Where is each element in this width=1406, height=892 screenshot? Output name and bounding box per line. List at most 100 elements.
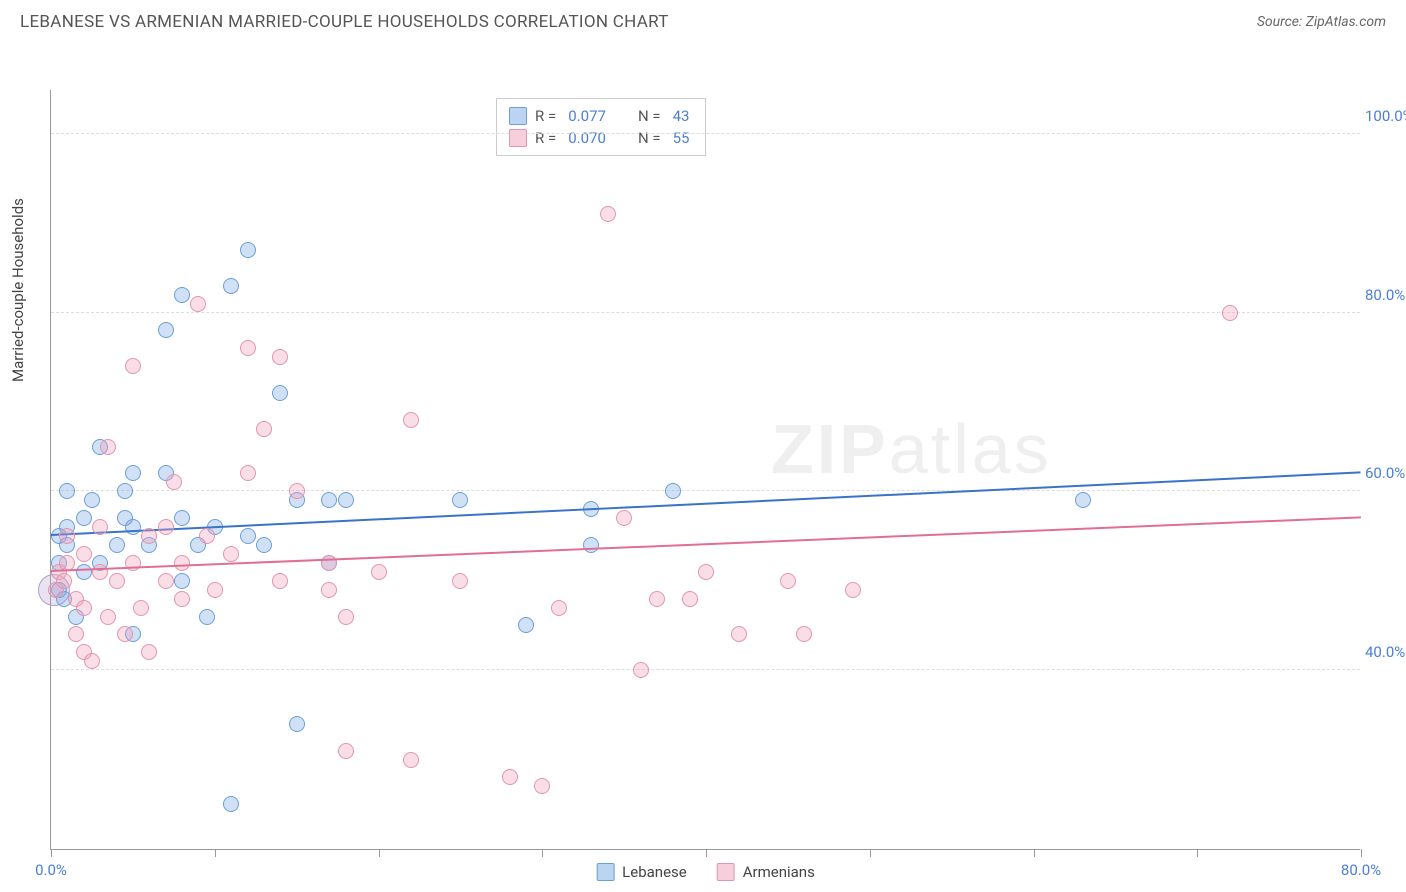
scatter-point	[289, 716, 305, 732]
scatter-point	[199, 528, 215, 544]
scatter-point	[845, 582, 861, 598]
scatter-point	[272, 573, 288, 589]
scatter-point	[502, 769, 518, 785]
scatter-point	[109, 537, 125, 553]
legend-item: Armenians	[717, 863, 815, 881]
scatter-point	[100, 439, 116, 455]
scatter-point	[166, 474, 182, 490]
chart-container: Married-couple Households ZIPatlas R = 0…	[0, 40, 1406, 890]
scatter-point	[338, 492, 354, 508]
scatter-point	[698, 564, 714, 580]
scatter-point	[100, 609, 116, 625]
legend-series: Lebanese Armenians	[596, 863, 815, 881]
scatter-point	[272, 349, 288, 365]
scatter-point	[321, 492, 337, 508]
chart-source: Source: ZipAtlas.com	[1257, 14, 1386, 30]
scatter-point	[68, 626, 84, 642]
legend-item: Lebanese	[596, 863, 687, 881]
scatter-point	[338, 609, 354, 625]
scatter-point	[682, 591, 698, 607]
scatter-point	[223, 546, 239, 562]
scatter-point	[92, 564, 108, 580]
scatter-point	[665, 483, 681, 499]
x-tick	[51, 849, 52, 857]
scatter-point	[125, 465, 141, 481]
scatter-point	[600, 206, 616, 222]
scatter-point	[125, 358, 141, 374]
scatter-point	[1075, 492, 1091, 508]
scatter-point	[174, 591, 190, 607]
scatter-point	[207, 582, 223, 598]
scatter-point	[240, 242, 256, 258]
scatter-point	[199, 609, 215, 625]
legend-swatch	[717, 863, 735, 881]
watermark: ZIPatlas	[771, 409, 1052, 489]
scatter-point	[240, 340, 256, 356]
gridline	[51, 133, 1360, 134]
x-tick	[542, 849, 543, 857]
scatter-point	[240, 465, 256, 481]
scatter-point	[174, 555, 190, 571]
scatter-point	[117, 626, 133, 642]
scatter-point	[174, 287, 190, 303]
scatter-point	[109, 573, 125, 589]
scatter-point	[76, 600, 92, 616]
scatter-point	[158, 322, 174, 338]
gridline	[51, 669, 1360, 670]
gridline	[51, 312, 1360, 313]
scatter-point	[534, 778, 550, 794]
chart-title: LEBANESE VS ARMENIAN MARRIED-COUPLE HOUS…	[20, 12, 669, 32]
scatter-point	[731, 626, 747, 642]
y-tick-label: 100.0%	[1365, 107, 1406, 125]
scatter-point	[256, 537, 272, 553]
scatter-point	[190, 296, 206, 312]
scatter-point	[649, 591, 665, 607]
scatter-point	[117, 483, 133, 499]
scatter-point	[321, 555, 337, 571]
scatter-point	[141, 528, 157, 544]
scatter-point	[223, 796, 239, 812]
scatter-point	[158, 573, 174, 589]
x-tick	[215, 849, 216, 857]
scatter-point	[403, 412, 419, 428]
scatter-point	[616, 510, 632, 526]
x-tick	[706, 849, 707, 857]
chart-header: LEBANESE VS ARMENIAN MARRIED-COUPLE HOUS…	[0, 0, 1406, 40]
scatter-point	[583, 537, 599, 553]
x-tick	[1034, 849, 1035, 857]
scatter-point	[780, 573, 796, 589]
legend-correlation-box: R = 0.077N = 43R = 0.070N = 55	[496, 98, 706, 156]
scatter-point	[256, 421, 272, 437]
scatter-point	[92, 519, 108, 535]
y-tick-label: 80.0%	[1365, 286, 1406, 304]
scatter-point	[125, 519, 141, 535]
x-tick-label: 0.0%	[35, 861, 67, 879]
scatter-point	[289, 483, 305, 499]
scatter-point	[240, 528, 256, 544]
scatter-point	[76, 564, 92, 580]
scatter-point	[321, 582, 337, 598]
legend-row: R = 0.077N = 43	[509, 105, 693, 127]
x-tick	[1361, 849, 1362, 857]
scatter-point	[1222, 305, 1238, 321]
scatter-point	[76, 510, 92, 526]
scatter-point	[371, 564, 387, 580]
x-tick	[379, 849, 380, 857]
scatter-point	[141, 644, 157, 660]
scatter-point	[133, 600, 149, 616]
gridline	[51, 490, 1360, 491]
scatter-point	[59, 483, 75, 499]
scatter-point	[76, 546, 92, 562]
scatter-point	[223, 278, 239, 294]
scatter-point	[84, 492, 100, 508]
y-tick-label: 60.0%	[1365, 464, 1406, 482]
x-tick-label: 80.0%	[1341, 861, 1381, 879]
scatter-point	[174, 510, 190, 526]
scatter-point	[452, 573, 468, 589]
y-axis-label: Married-couple Households	[9, 198, 27, 382]
scatter-point	[272, 385, 288, 401]
x-tick	[1197, 849, 1198, 857]
plot-area: ZIPatlas R = 0.077N = 43R = 0.070N = 55 …	[50, 90, 1360, 850]
legend-swatch	[596, 863, 614, 881]
scatter-point	[518, 617, 534, 633]
